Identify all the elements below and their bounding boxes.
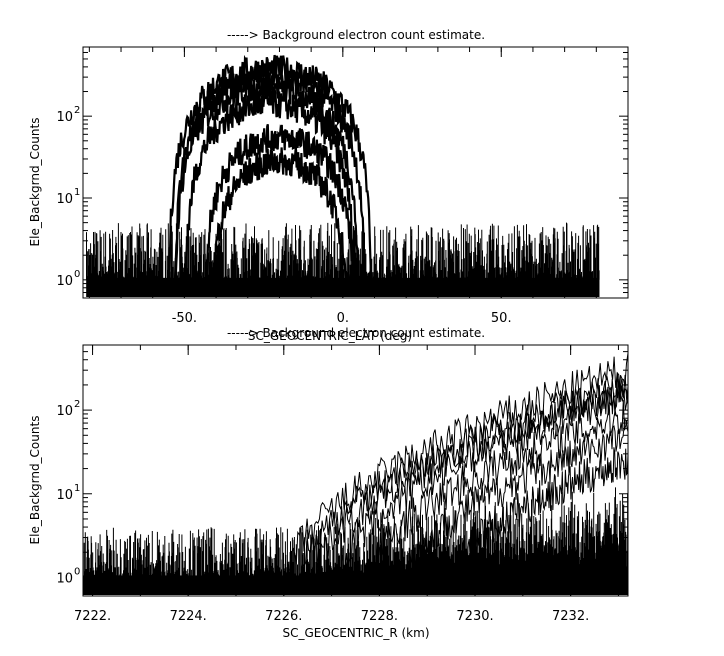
x-tick-label: 7222. bbox=[74, 609, 111, 624]
y-tick-exponent: 0 bbox=[74, 269, 80, 280]
series-line bbox=[369, 399, 629, 578]
plot-area bbox=[82, 353, 629, 595]
y-tick-label: 10 bbox=[56, 571, 73, 586]
series-line bbox=[288, 353, 629, 573]
series-line bbox=[183, 89, 357, 280]
series-line bbox=[202, 123, 357, 281]
x-tick-label: 7228. bbox=[361, 609, 398, 624]
x-tick-label: 7226. bbox=[265, 609, 302, 624]
series-line bbox=[167, 54, 373, 280]
y-axis-label: Ele_Backgrnd_Counts bbox=[28, 416, 42, 545]
y-tick-exponent: 2 bbox=[74, 105, 80, 116]
x-tick-label: 7224. bbox=[170, 609, 207, 624]
y-tick-label: 10 bbox=[56, 404, 73, 419]
chart-latitude: -----> Background electron count estimat… bbox=[28, 28, 629, 343]
x-tick-label: 7230. bbox=[456, 609, 493, 624]
series-line bbox=[455, 447, 629, 578]
y-tick-exponent: 2 bbox=[74, 399, 80, 410]
x-tick-label: 50. bbox=[491, 311, 512, 326]
x-axis-label: SC_GEOCENTRIC_LAT (deg) bbox=[248, 329, 412, 343]
noise-floor-band bbox=[83, 575, 628, 595]
x-tick-label: 7232. bbox=[552, 609, 589, 624]
plot-frame bbox=[82, 46, 629, 299]
y-tick-exponent: 0 bbox=[74, 566, 80, 577]
y-tick-label: 10 bbox=[56, 488, 73, 503]
y-tick-label: 10 bbox=[56, 274, 73, 289]
y-axis-label: Ele_Backgrnd_Counts bbox=[28, 118, 42, 247]
x-tick-label: -50. bbox=[172, 311, 197, 326]
plot-area bbox=[86, 54, 600, 297]
y-tick-label: 10 bbox=[56, 110, 73, 125]
noise-floor-band bbox=[86, 277, 600, 297]
y-tick-exponent: 1 bbox=[74, 483, 80, 494]
x-tick-label: 0. bbox=[337, 311, 349, 326]
plot-frame bbox=[82, 344, 629, 597]
y-tick-exponent: 1 bbox=[74, 187, 80, 198]
y-tick-label: 10 bbox=[56, 192, 73, 207]
chart-title: -----> Background electron count estimat… bbox=[227, 28, 485, 42]
series-line bbox=[208, 147, 351, 281]
series-line bbox=[407, 418, 629, 578]
chart-title: -----> Background electron count estimat… bbox=[227, 326, 485, 340]
x-axis-label: SC_GEOCENTRIC_R (km) bbox=[283, 626, 430, 640]
series-line bbox=[173, 63, 367, 280]
